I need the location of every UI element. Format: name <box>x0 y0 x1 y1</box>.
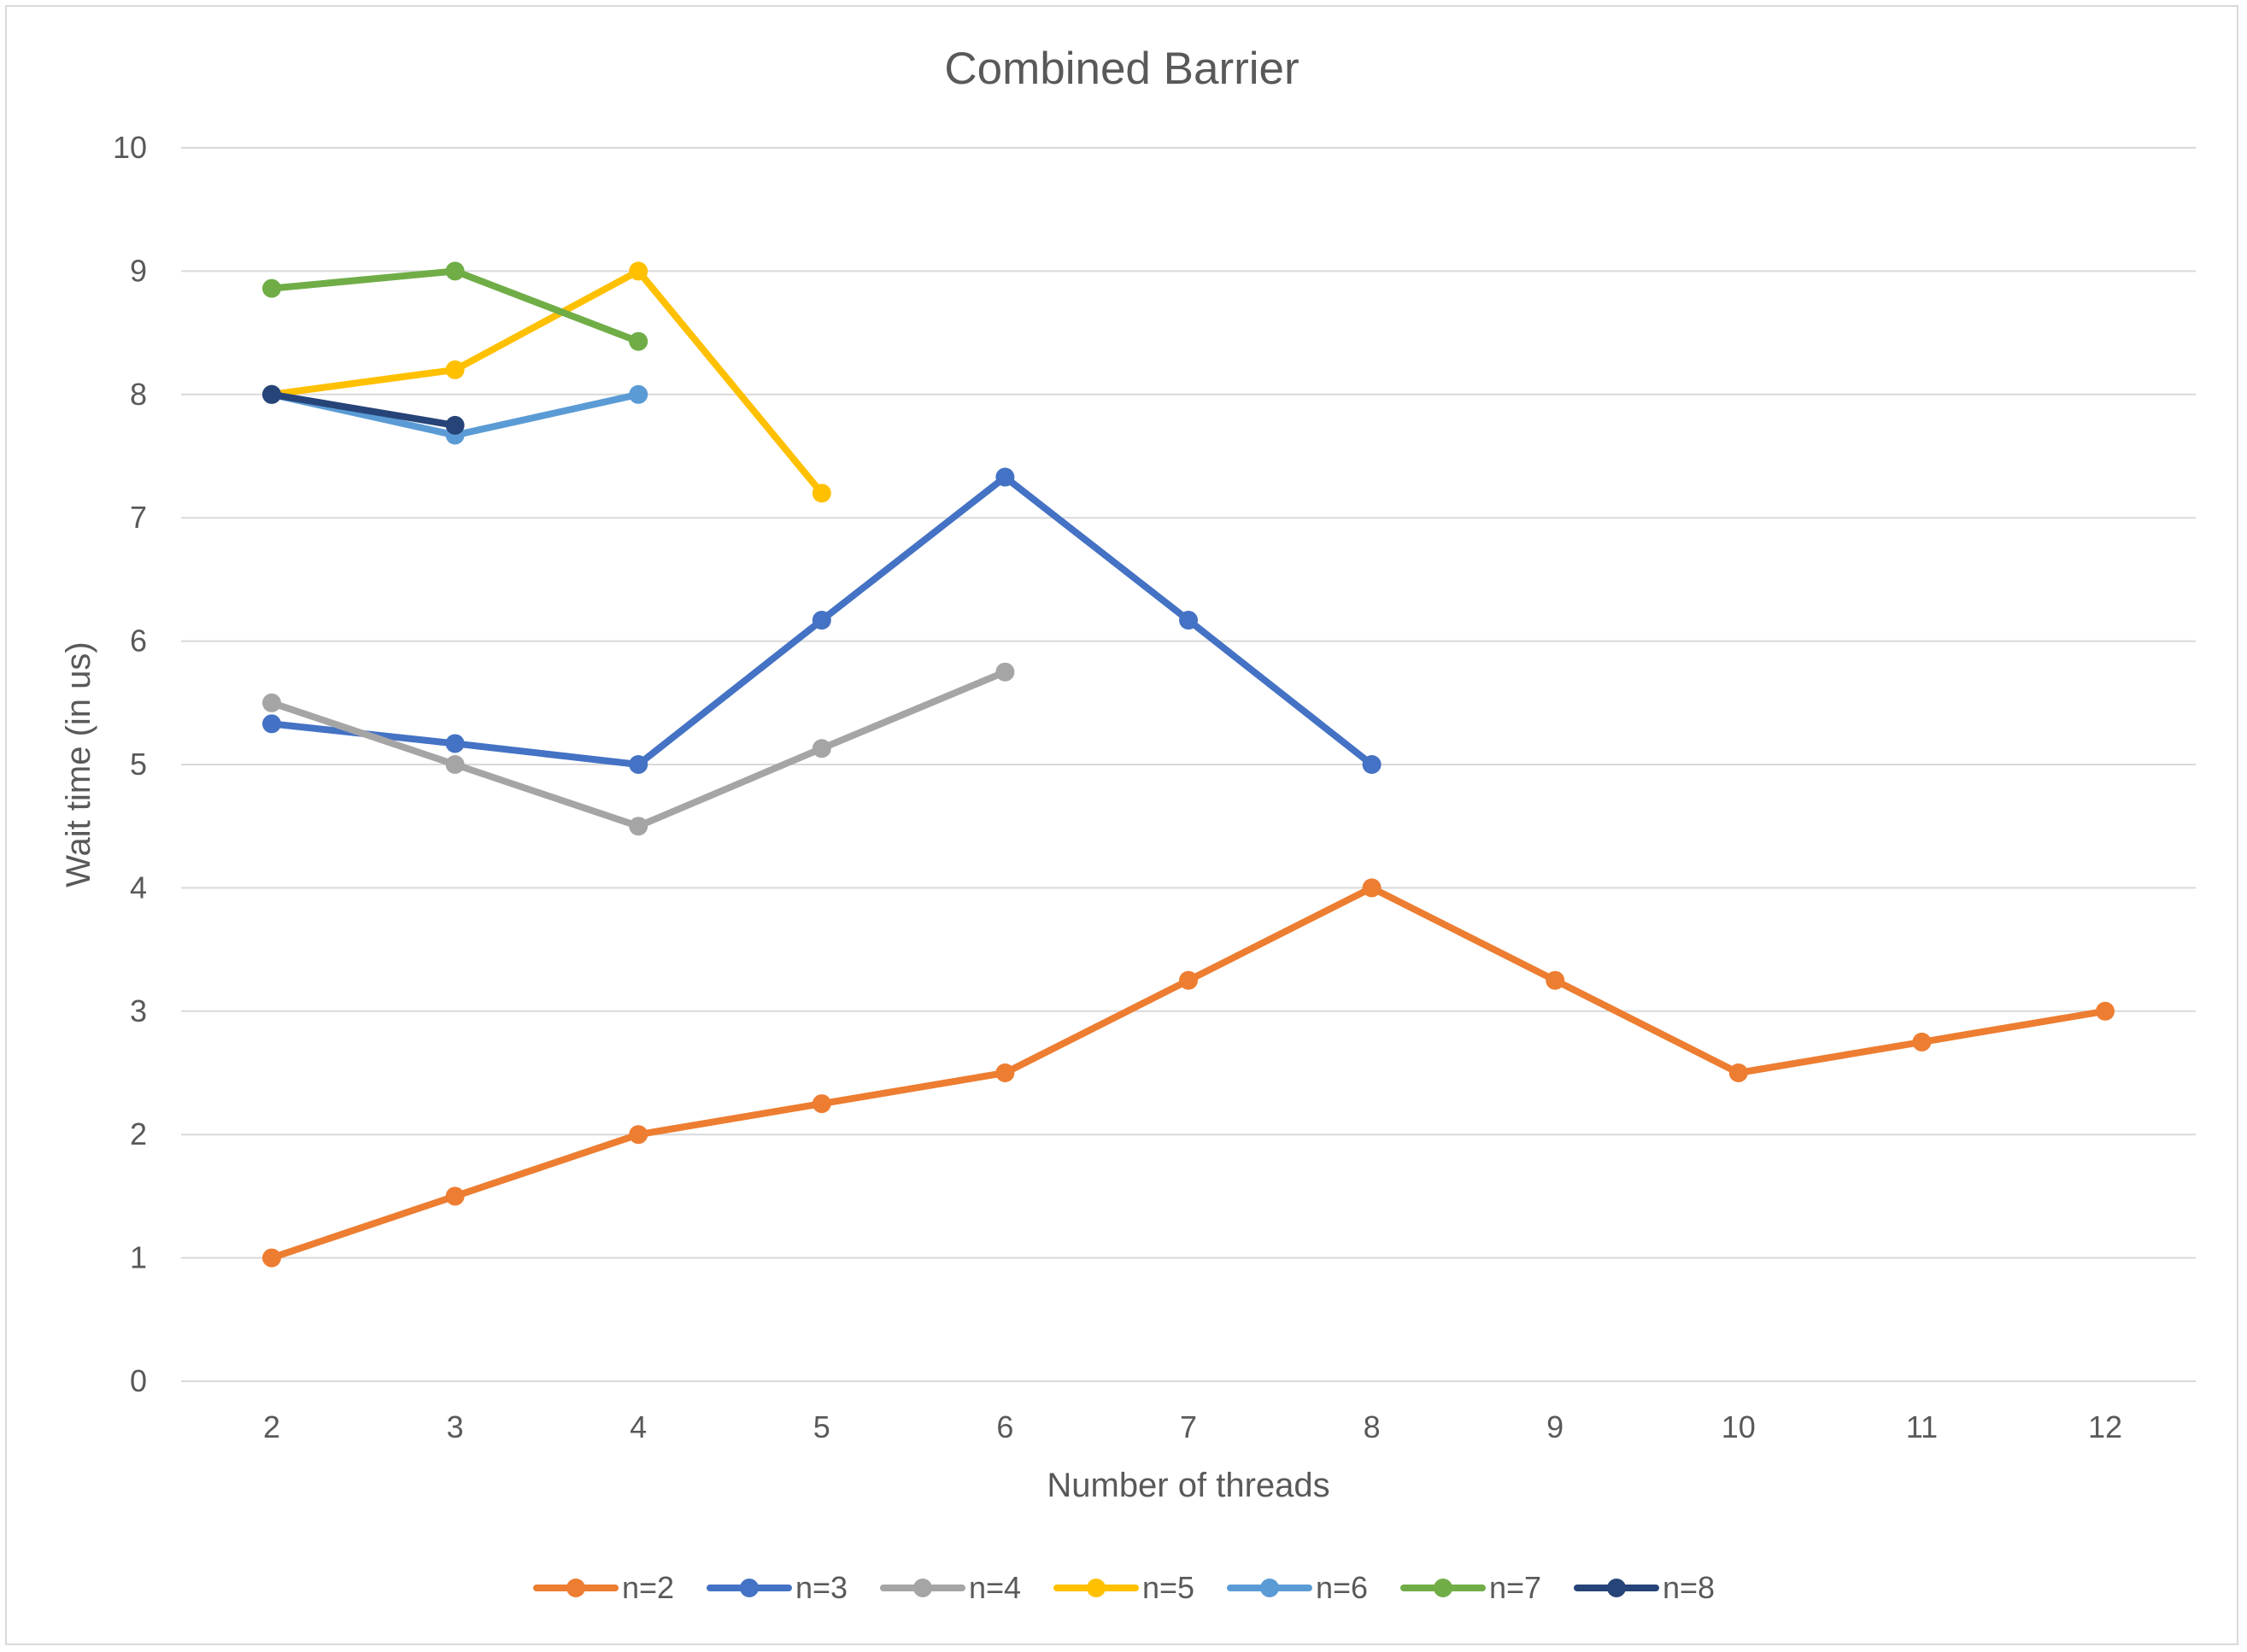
x-tick-label: 7 <box>1180 1409 1197 1444</box>
y-tick-label: 0 <box>130 1363 147 1398</box>
x-axis-title: Number of threads <box>1047 1467 1329 1504</box>
series-n=7 <box>262 261 648 351</box>
series-n=2 <box>262 878 2115 1268</box>
y-tick-label: 10 <box>113 130 147 165</box>
series-n=5 <box>262 261 831 503</box>
legend-marker <box>740 1579 759 1597</box>
legend-label: n=3 <box>795 1570 848 1605</box>
data-point <box>1912 1032 1932 1052</box>
data-point <box>262 384 281 404</box>
gridlines <box>181 147 2196 1382</box>
x-tick-label: 2 <box>263 1409 280 1444</box>
data-point <box>629 384 648 404</box>
data-point <box>445 261 465 281</box>
y-tick-label: 5 <box>130 747 147 782</box>
data-point <box>629 817 648 836</box>
y-tick-label: 8 <box>130 377 147 412</box>
legend-marker <box>1260 1579 1279 1597</box>
x-tick-label: 3 <box>447 1409 464 1444</box>
x-tick-label: 12 <box>2088 1409 2122 1444</box>
legend-label: n=4 <box>969 1570 1021 1605</box>
y-tick-label: 9 <box>130 253 147 288</box>
legend-marker <box>1087 1579 1106 1597</box>
data-point <box>629 1125 648 1145</box>
series-line <box>268 267 825 497</box>
series-line <box>268 884 2109 1262</box>
legend-item: n=4 <box>880 1570 1021 1605</box>
legend-item: n=5 <box>1053 1570 1194 1605</box>
legend-marker <box>913 1579 932 1597</box>
data-point <box>445 415 465 435</box>
y-tick-label: 4 <box>130 870 147 905</box>
data-point <box>262 693 281 712</box>
x-tick-label: 11 <box>1906 1409 1938 1444</box>
legend-item: n=8 <box>1574 1570 1715 1605</box>
data-point <box>629 755 648 774</box>
legend-label: n=5 <box>1142 1570 1194 1605</box>
series-lines <box>262 261 2115 1268</box>
y-tick-label: 7 <box>130 500 147 535</box>
data-point <box>1362 878 1382 898</box>
y-tick-label: 6 <box>130 624 147 659</box>
y-axis-title: Wait time (in us) <box>60 641 97 887</box>
data-point <box>812 611 831 630</box>
legend-label: n=8 <box>1663 1570 1715 1605</box>
data-point <box>445 360 465 379</box>
data-point <box>1362 755 1382 774</box>
legend-label: n=6 <box>1316 1570 1368 1605</box>
data-point <box>262 278 281 298</box>
series-line <box>268 390 459 429</box>
x-tick-label: 10 <box>1722 1409 1756 1444</box>
data-point <box>995 1063 1015 1082</box>
y-tick-label: 2 <box>130 1116 147 1151</box>
data-point <box>629 261 648 281</box>
data-point <box>995 662 1015 682</box>
data-point <box>1179 970 1198 990</box>
legend: n=2 n=3 n=4 n=5 n=6 n=7 n=8 <box>533 1570 1715 1605</box>
legend-item: n=7 <box>1400 1570 1541 1605</box>
data-point <box>262 714 281 734</box>
data-point <box>629 331 648 351</box>
legend-item: n=6 <box>1227 1570 1368 1605</box>
legend-marker <box>1434 1579 1452 1597</box>
data-point <box>995 467 1015 487</box>
x-tick-label: 4 <box>630 1409 647 1444</box>
series-line <box>268 267 642 345</box>
legend-item: n=3 <box>707 1570 848 1605</box>
x-tick-label: 5 <box>813 1409 830 1444</box>
x-tick-label: 8 <box>1364 1409 1381 1444</box>
data-point <box>445 755 465 774</box>
legend-item: n=2 <box>533 1570 674 1605</box>
legend-label: n=7 <box>1489 1570 1541 1605</box>
data-point <box>812 739 831 759</box>
series-n=4 <box>262 662 1015 836</box>
series-line <box>268 668 1009 830</box>
y-tick-label: 1 <box>130 1240 147 1275</box>
chart-title: Combined Barrier <box>944 44 1299 94</box>
data-point <box>445 1186 465 1206</box>
x-axis-ticks: 2 3 4 5 6 7 8 9 10 11 12 <box>263 1409 2122 1444</box>
data-point <box>812 483 831 503</box>
series-n=8 <box>262 384 465 435</box>
y-axis-ticks: 0 1 2 3 4 5 6 7 8 9 10 <box>113 130 147 1398</box>
data-point <box>812 1094 831 1114</box>
legend-marker <box>566 1579 585 1597</box>
data-point <box>445 734 465 753</box>
legend-label: n=2 <box>622 1570 674 1605</box>
data-point <box>262 1248 281 1268</box>
y-tick-label: 3 <box>130 993 147 1028</box>
data-point <box>1179 611 1198 630</box>
data-point <box>1728 1063 1748 1082</box>
x-tick-label: 9 <box>1546 1409 1564 1444</box>
data-point <box>1546 970 1565 990</box>
data-point <box>2096 1001 2115 1021</box>
series-n=3 <box>262 467 1382 774</box>
x-tick-label: 6 <box>996 1409 1013 1444</box>
legend-marker <box>1607 1579 1626 1597</box>
